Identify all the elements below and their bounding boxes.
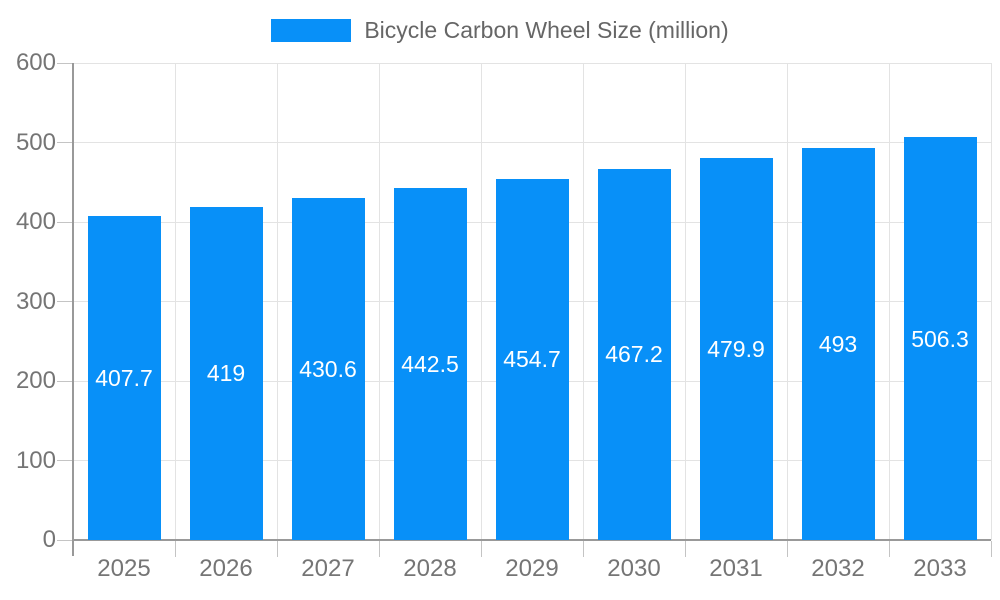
x-axis-label: 2025 bbox=[97, 555, 151, 582]
x-tick bbox=[378, 541, 380, 557]
y-axis-label: 200 bbox=[15, 367, 56, 394]
bar[interactable] bbox=[291, 197, 365, 540]
x-tick bbox=[276, 541, 278, 557]
bar[interactable] bbox=[495, 178, 569, 540]
bar[interactable] bbox=[87, 215, 161, 540]
y-gridline bbox=[73, 62, 991, 64]
y-tick bbox=[57, 221, 72, 223]
x-gridline bbox=[888, 63, 890, 540]
x-tick bbox=[582, 541, 584, 557]
x-tick bbox=[480, 541, 482, 557]
y-tick bbox=[57, 301, 72, 302]
x-tick bbox=[990, 541, 992, 557]
x-gridline bbox=[480, 63, 482, 540]
x-gridline bbox=[276, 63, 278, 540]
x-tick bbox=[786, 541, 788, 557]
x-gridline bbox=[174, 63, 176, 540]
x-axis-label: 2031 bbox=[709, 555, 763, 582]
bar[interactable] bbox=[393, 188, 467, 540]
x-axis-label: 2026 bbox=[199, 555, 253, 582]
y-gridline bbox=[73, 142, 991, 143]
x-axis-label: 2028 bbox=[403, 555, 457, 582]
y-axis-label: 0 bbox=[42, 526, 56, 553]
x-gridline bbox=[786, 63, 788, 540]
x-axis-label: 2027 bbox=[301, 555, 355, 582]
x-gridline bbox=[684, 63, 686, 540]
y-axis-label: 400 bbox=[15, 208, 56, 235]
bar[interactable] bbox=[597, 168, 671, 540]
x-tick bbox=[684, 541, 686, 557]
legend-swatch-icon bbox=[271, 18, 352, 42]
y-axis-label: 300 bbox=[15, 287, 56, 315]
x-tick bbox=[888, 541, 890, 557]
legend-label: Bicycle Carbon Wheel Size (million) bbox=[364, 17, 729, 43]
x-axis-label: 2032 bbox=[811, 555, 865, 582]
y-axis-line bbox=[72, 63, 74, 556]
x-tick bbox=[174, 541, 176, 557]
y-tick bbox=[57, 539, 72, 541]
y-axis-label: 500 bbox=[15, 128, 56, 156]
bar[interactable] bbox=[189, 206, 263, 540]
plot-area: 0 100 200 300 400 500 600 407.7 2025 419 2026 430.6… bbox=[16, 49, 992, 582]
y-tick bbox=[57, 62, 72, 64]
legend-item[interactable]: Bicycle Carbon Wheel Size (million) bbox=[271, 17, 729, 43]
bar[interactable] bbox=[903, 137, 977, 540]
x-gridline bbox=[582, 63, 584, 540]
y-tick bbox=[57, 460, 72, 461]
bar[interactable] bbox=[801, 148, 875, 540]
x-axis-line bbox=[73, 539, 991, 541]
x-gridline bbox=[378, 63, 380, 540]
y-tick bbox=[57, 142, 72, 143]
x-axis-label: 2030 bbox=[607, 555, 661, 582]
legend: Bicycle Carbon Wheel Size (million) bbox=[0, 17, 1000, 43]
x-gridline bbox=[990, 63, 992, 540]
x-axis-label: 2029 bbox=[505, 555, 559, 582]
bar[interactable] bbox=[699, 158, 773, 540]
y-tick bbox=[57, 380, 72, 382]
y-axis-label: 100 bbox=[15, 446, 56, 474]
y-axis-label: 600 bbox=[15, 49, 56, 76]
x-axis-label: 2033 bbox=[913, 555, 967, 582]
